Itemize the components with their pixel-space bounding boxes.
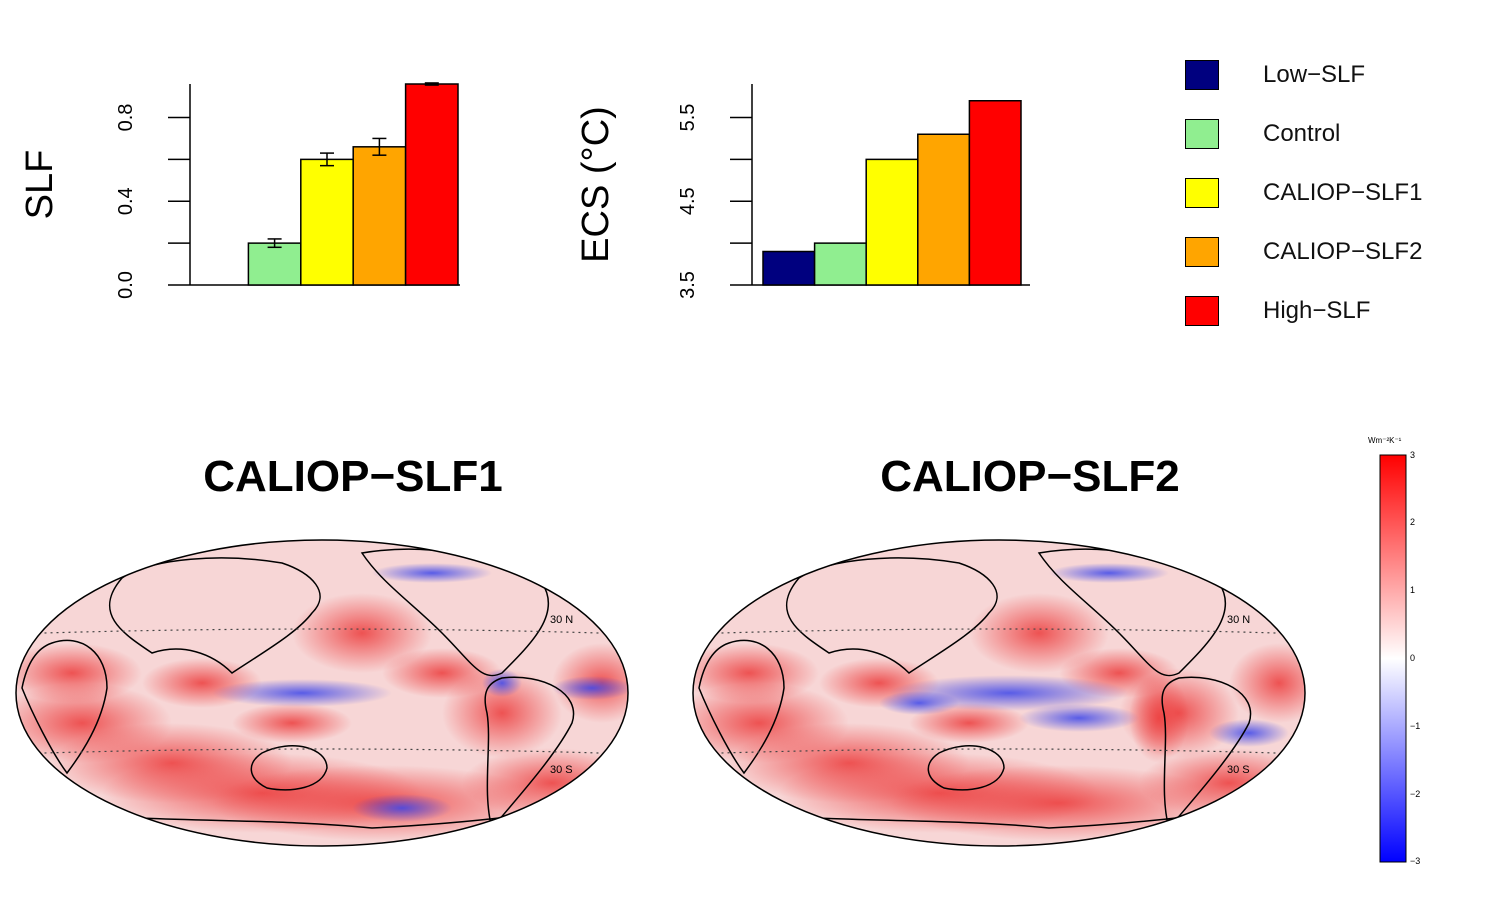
positive-anomaly — [232, 703, 352, 743]
bar-low-slf — [762, 250, 816, 286]
map-caliop-slf1: 30 N 30 S — [15, 539, 629, 847]
lat-label-north: 30 N — [1227, 614, 1250, 626]
colorbar-tick: −1 — [1410, 721, 1421, 731]
slf-bar-chart: 0.0 0.4 0.8 SLF — [19, 82, 460, 299]
colorbar-tick: 3 — [1410, 450, 1416, 460]
coastline — [108, 557, 321, 674]
map-field — [16, 540, 628, 846]
map-outline — [15, 539, 629, 847]
positive-anomaly — [292, 593, 432, 673]
legend-label: CALIOP−SLF1 — [1263, 179, 1423, 206]
map-field — [693, 540, 1305, 846]
lat-label-south: 30 S — [1227, 764, 1250, 776]
bar-high-slf — [404, 83, 459, 286]
latitude-line — [721, 748, 1277, 754]
y-tick-label: 0.4 — [115, 187, 137, 215]
bar-high-slf — [968, 100, 1022, 286]
legend-label: Control — [1263, 120, 1341, 147]
legend-item-low-slf: Low−SLF — [1185, 58, 1485, 117]
negative-anomaly — [372, 563, 492, 583]
y-tick-label: 0.8 — [115, 104, 137, 132]
coastline — [927, 745, 1005, 791]
negative-anomaly — [879, 691, 959, 715]
legend-swatch — [1185, 237, 1219, 267]
y-tick-label: 3.5 — [677, 271, 699, 299]
y-tick-label: 5.5 — [677, 104, 699, 132]
map-title-left: CALIOP−SLF1 — [203, 452, 503, 501]
bar-caliop-slf1 — [865, 158, 919, 286]
ecs-bar-chart: 3.5 4.5 5.5 ECS (°C) — [575, 84, 1030, 299]
colorbar-tick: 0 — [1410, 653, 1416, 663]
legend-item-caliop-slf2: CALIOP−SLF2 — [1185, 235, 1485, 294]
colorbar-tick: −2 — [1410, 789, 1421, 799]
coastline — [698, 639, 785, 775]
bar-caliop-slf2 — [352, 146, 407, 286]
colorbar-unit: Wm⁻²K⁻¹ — [1368, 436, 1402, 445]
positive-anomaly — [969, 593, 1109, 673]
colorbar-tick: 2 — [1410, 517, 1416, 527]
colorbar-tick: 1 — [1410, 585, 1416, 595]
legend-swatch — [1185, 296, 1219, 326]
bar-caliop-slf2 — [917, 133, 971, 286]
lat-label-south: 30 S — [550, 764, 573, 776]
y-axis-label: SLF — [19, 150, 61, 220]
y-axis-label: ECS (°C) — [575, 106, 617, 263]
y-tick-label: 4.5 — [677, 187, 699, 215]
latitude-line — [44, 628, 600, 634]
positive-anomaly — [382, 648, 502, 698]
negative-anomaly — [352, 794, 452, 822]
legend-swatch — [1185, 178, 1219, 208]
negative-anomaly — [1209, 719, 1289, 747]
bar-control — [247, 242, 302, 286]
legend-swatch — [1185, 60, 1219, 90]
bar-caliop-slf1 — [300, 158, 354, 286]
legend: Low−SLF Control CALIOP−SLF1 CALIOP−SLF2 … — [1185, 58, 1485, 353]
map-caliop-slf2: 30 N 30 S — [692, 539, 1306, 847]
legend-item-control: Control — [1185, 117, 1485, 176]
legend-label: Low−SLF — [1263, 61, 1366, 88]
lat-label-north: 30 N — [550, 614, 573, 626]
positive-anomaly — [1229, 643, 1305, 723]
legend-label: CALIOP−SLF2 — [1263, 238, 1423, 265]
legend-item-high-slf: High−SLF — [1185, 294, 1485, 353]
negative-anomaly — [1019, 704, 1139, 732]
latitude-line — [44, 748, 600, 754]
colorbar-tick: −3 — [1410, 856, 1421, 866]
legend-label: High−SLF — [1263, 297, 1371, 324]
coastline — [785, 557, 998, 674]
bar-control — [813, 242, 867, 286]
negative-anomaly — [212, 679, 392, 707]
positive-anomaly — [1129, 673, 1189, 763]
positive-anomaly — [16, 643, 142, 703]
map-outline — [692, 539, 1306, 847]
positive-anomaly — [693, 643, 819, 703]
coastline — [250, 745, 328, 791]
negative-anomaly — [552, 676, 628, 700]
map-title-right: CALIOP−SLF2 — [880, 452, 1180, 501]
latitude-line — [721, 628, 1277, 634]
legend-item-caliop-slf1: CALIOP−SLF1 — [1185, 176, 1485, 235]
legend-swatch — [1185, 119, 1219, 149]
y-tick-label: 0.0 — [115, 271, 137, 299]
coastline — [21, 639, 108, 775]
negative-anomaly — [1049, 563, 1169, 583]
colorbar — [1379, 454, 1407, 863]
